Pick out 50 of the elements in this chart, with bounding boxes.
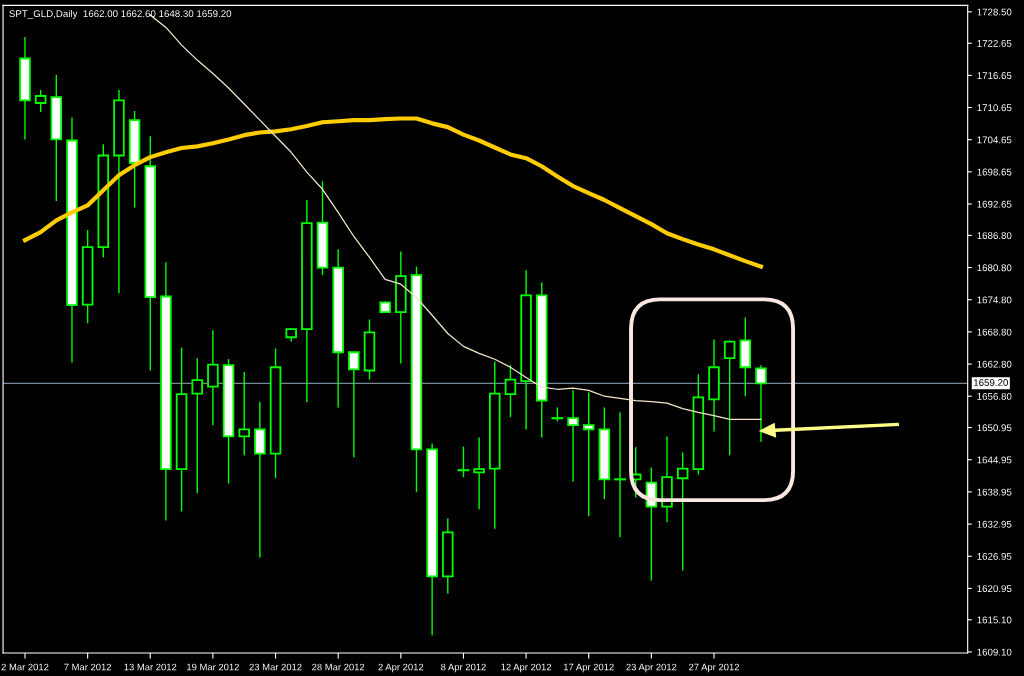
line-series [22, 116, 764, 269]
y-tick-label: 1692.65 [977, 200, 1012, 208]
y-tick-label: 1644.95 [977, 456, 1012, 464]
y-tick-label: 1662.80 [977, 360, 1012, 368]
y-tick-label: 1710.65 [977, 104, 1012, 112]
x-tick-label: 27 Apr 2012 [689, 663, 739, 673]
y-tick-label: 1668.80 [977, 328, 1012, 336]
candlestick [614, 411, 626, 538]
candlestick [723, 339, 736, 456]
candlestick [755, 364, 767, 443]
x-tick-label: 7 Mar 2012 [64, 663, 112, 671]
candlestick [238, 371, 250, 456]
candlestick [34, 89, 47, 113]
y-tick-label: 1686.80 [977, 232, 1012, 240]
y-tick-label: 1728.50 [977, 8, 1012, 16]
y-tick-label: 1656.80 [977, 392, 1012, 400]
y-tick-label: 1632.95 [977, 520, 1012, 528]
x-tick-label: 8 Apr 2012 [441, 663, 486, 673]
x-tick-label: 2 Mar 2012 [1, 663, 49, 671]
candlestick [473, 436, 485, 511]
x-tick-label: 13 Mar 2012 [124, 663, 177, 671]
y-tick-label: 1722.65 [977, 39, 1012, 47]
candlestick [567, 389, 579, 483]
x-tick-label: 23 Mar 2012 [249, 663, 302, 671]
ref-line-label: 1659.20 [973, 379, 1008, 386]
candlestick [504, 364, 517, 418]
y-tick-label: 1704.65 [977, 136, 1012, 144]
y-tick-label: 1650.95 [977, 424, 1012, 432]
y-tick-label: 1716.65 [977, 72, 1012, 79]
x-tick-label: 19 Mar 2012 [187, 663, 239, 671]
candlestick [348, 351, 360, 459]
x-tick-label: 28 Mar 2012 [312, 663, 365, 671]
candlestick [457, 445, 470, 478]
y-tick-label: 1638.95 [977, 488, 1012, 496]
y-tick-label: 1698.65 [977, 168, 1012, 176]
x-tick-label: 17 Apr 2012 [563, 663, 614, 673]
y-tick-label: 1626.95 [977, 552, 1012, 560]
y-tick-label: 1680.80 [977, 264, 1012, 272]
x-tick-label: 12 Apr 2012 [501, 663, 552, 673]
y-tick-label: 1615.10 [977, 616, 1012, 624]
y-tick-label: 1674.80 [977, 296, 1012, 304]
y-tick-label: 1620.95 [977, 585, 1012, 593]
candlestick [207, 329, 219, 426]
chart-title: SPT_GLD,Daily 1662.00 1662.60 1648.30 1659.20 [9, 9, 232, 19]
candlestick [676, 451, 689, 572]
x-tick-label: 2 Apr 2012 [378, 663, 424, 673]
x-tick-label: 23 Apr 2012 [626, 663, 677, 673]
y-tick-label: 1609.10 [977, 648, 1012, 656]
candlestick [191, 357, 204, 494]
candlestick [582, 391, 595, 518]
